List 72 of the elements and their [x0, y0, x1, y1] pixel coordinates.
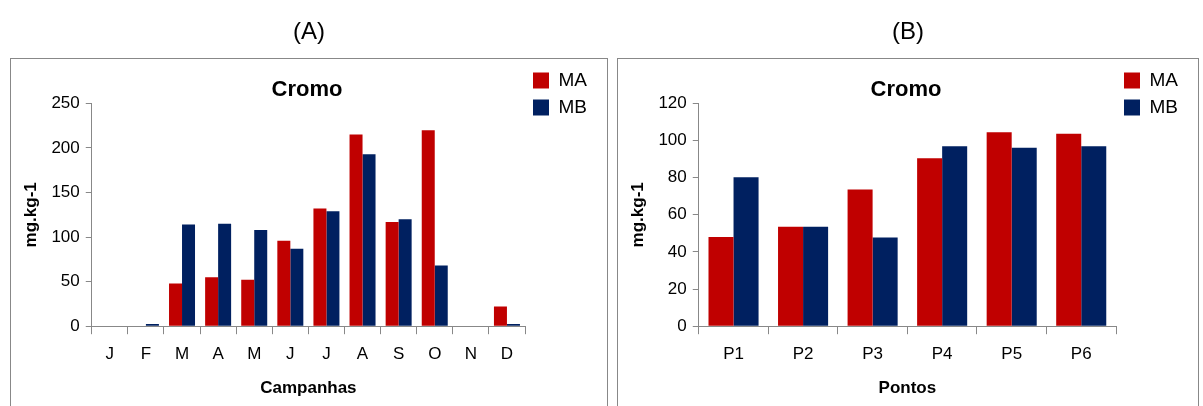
- x-tick-label: M: [247, 344, 262, 364]
- bar: [1056, 133, 1082, 326]
- bar: [708, 237, 734, 326]
- x-tick-label: N: [464, 344, 477, 364]
- legend-label: MA: [558, 68, 588, 90]
- bar: [493, 306, 507, 326]
- bar: [733, 177, 759, 326]
- bar: [872, 237, 898, 326]
- bar: [362, 154, 376, 326]
- x-axis-title: Pontos: [878, 378, 937, 398]
- x-tick-label: F: [140, 344, 152, 364]
- x-tick-label: P3: [862, 344, 884, 364]
- y-tick-label: 60: [667, 204, 687, 224]
- bar: [421, 130, 435, 326]
- legend-label: MB: [1149, 95, 1178, 117]
- x-tick-label: J: [105, 344, 115, 364]
- x-tick-label: P1: [723, 344, 744, 364]
- bar: [1011, 147, 1037, 326]
- x-tick-label: M: [174, 344, 190, 364]
- y-tick-label: 100: [658, 130, 687, 150]
- bar: [254, 229, 268, 326]
- chart-title: Cromo: [870, 76, 942, 102]
- legend-label: MA: [1149, 68, 1179, 90]
- y-tick-label: 0: [70, 315, 80, 335]
- bar: [1081, 146, 1107, 326]
- bar: [241, 279, 255, 326]
- bar: [778, 226, 804, 326]
- y-tick-label: 250: [51, 93, 80, 113]
- x-axis-title: Campanhas: [260, 378, 357, 398]
- text: (A): [292, 16, 326, 46]
- x-tick-label: A: [356, 344, 369, 364]
- y-tick-label: 40: [667, 241, 687, 261]
- bar: [277, 240, 291, 326]
- y-tick-label: 200: [51, 137, 80, 157]
- y-tick-label: 100: [51, 226, 80, 246]
- bar: [182, 224, 196, 326]
- x-tick-label: J: [286, 344, 295, 364]
- bar: [290, 248, 304, 326]
- y-tick-label: 50: [60, 271, 80, 291]
- text: (B): [891, 16, 925, 46]
- y-tick-label: 120: [658, 93, 687, 113]
- y-tick-label: 80: [667, 167, 687, 187]
- bar: [313, 208, 327, 326]
- y-tick-label: 20: [667, 278, 687, 298]
- chart-title: Cromo: [271, 76, 343, 102]
- legend-label: MB: [558, 95, 587, 117]
- bar: [349, 134, 363, 326]
- bar: [803, 226, 829, 326]
- bar: [169, 283, 183, 326]
- y-tick-label: 150: [51, 182, 80, 202]
- x-tick-label: O: [428, 344, 442, 364]
- x-tick-label: P2: [792, 344, 814, 364]
- x-tick-label: J: [322, 344, 331, 364]
- y-tick-label: 0: [677, 315, 687, 335]
- x-tick-label: P4: [931, 344, 953, 364]
- bar: [385, 221, 399, 326]
- bar: [205, 277, 219, 326]
- x-tick-label: P6: [1070, 344, 1092, 364]
- bar: [847, 189, 873, 326]
- bar: [398, 219, 412, 326]
- x-tick-label: D: [500, 344, 514, 364]
- bar: [434, 265, 448, 326]
- bar: [942, 146, 968, 326]
- bar: [986, 132, 1012, 326]
- x-tick-label: S: [392, 344, 405, 364]
- y-axis-title: mg.kg-1: [20, 182, 40, 248]
- y-axis-title: mg.kg-1: [627, 182, 647, 248]
- x-tick-label: A: [212, 344, 225, 364]
- bar: [917, 158, 943, 326]
- x-tick-label: P5: [1001, 344, 1023, 364]
- bar: [218, 223, 232, 326]
- bar: [326, 211, 340, 326]
